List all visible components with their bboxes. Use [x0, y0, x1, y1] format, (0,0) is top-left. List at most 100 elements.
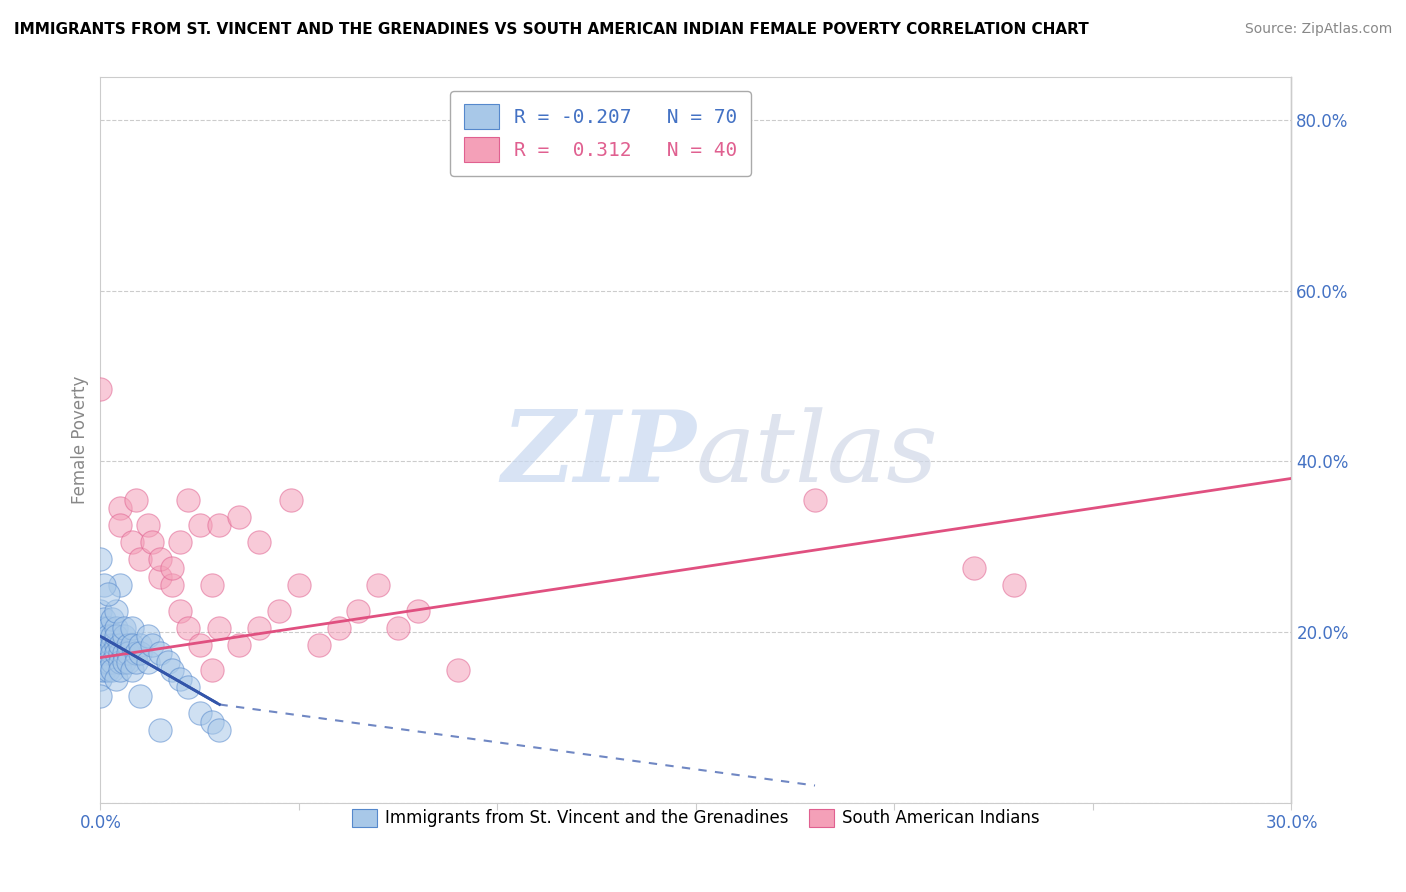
Point: [112, 621, 135, 635]
Point: [89, 646, 111, 660]
Point: [169, 535, 191, 549]
Point: [160, 561, 183, 575]
Point: [101, 638, 124, 652]
Point: [200, 664, 222, 678]
Point: [93, 646, 115, 660]
Point: [105, 638, 128, 652]
Point: [247, 621, 270, 635]
Point: [141, 535, 163, 549]
Y-axis label: Female Poverty: Female Poverty: [72, 376, 89, 504]
Point: [89, 689, 111, 703]
Point: [97, 621, 120, 635]
Point: [200, 714, 222, 729]
Point: [156, 655, 179, 669]
Point: [101, 655, 124, 669]
Point: [149, 569, 172, 583]
Point: [200, 578, 222, 592]
Point: [89, 672, 111, 686]
Point: [93, 578, 115, 592]
Point: [97, 655, 120, 669]
Text: IMMIGRANTS FROM ST. VINCENT AND THE GRENADINES VS SOUTH AMERICAN INDIAN FEMALE P: IMMIGRANTS FROM ST. VINCENT AND THE GREN…: [14, 22, 1088, 37]
Point: [89, 655, 111, 669]
Point: [89, 552, 111, 566]
Point: [93, 646, 115, 660]
Point: [117, 646, 139, 660]
Point: [176, 621, 198, 635]
Point: [101, 629, 124, 643]
Point: [963, 561, 986, 575]
Point: [108, 518, 131, 533]
Point: [129, 552, 152, 566]
Point: [89, 638, 111, 652]
Point: [97, 646, 120, 660]
Point: [169, 604, 191, 618]
Point: [101, 646, 124, 660]
Point: [105, 604, 128, 618]
Point: [129, 689, 152, 703]
Point: [188, 638, 211, 652]
Point: [125, 655, 148, 669]
Point: [89, 629, 111, 643]
Point: [121, 621, 143, 635]
Point: [89, 621, 111, 635]
Point: [280, 492, 302, 507]
Point: [160, 578, 183, 592]
Point: [125, 492, 148, 507]
Point: [117, 655, 139, 669]
Point: [93, 621, 115, 635]
Point: [486, 152, 509, 166]
Point: [97, 664, 120, 678]
Point: [89, 604, 111, 618]
Point: [447, 664, 470, 678]
Point: [101, 612, 124, 626]
Point: [188, 518, 211, 533]
Point: [176, 492, 198, 507]
Point: [93, 638, 115, 652]
Point: [93, 629, 115, 643]
Point: [108, 646, 131, 660]
Point: [105, 629, 128, 643]
Point: [108, 638, 131, 652]
Point: [228, 638, 250, 652]
Point: [108, 664, 131, 678]
Legend: Immigrants from St. Vincent and the Grenadines, South American Indians: Immigrants from St. Vincent and the Gren…: [346, 802, 1046, 834]
Point: [117, 638, 139, 652]
Point: [112, 646, 135, 660]
Point: [121, 535, 143, 549]
Point: [121, 664, 143, 678]
Point: [105, 621, 128, 635]
Point: [149, 723, 172, 737]
Point: [288, 578, 311, 592]
Point: [89, 664, 111, 678]
Point: [136, 518, 159, 533]
Point: [93, 655, 115, 669]
Point: [105, 672, 128, 686]
Point: [141, 638, 163, 652]
Point: [101, 664, 124, 678]
Point: [112, 655, 135, 669]
Point: [267, 604, 290, 618]
Point: [97, 629, 120, 643]
Point: [125, 646, 148, 660]
Point: [347, 604, 370, 618]
Point: [328, 621, 350, 635]
Point: [367, 578, 389, 592]
Point: [188, 706, 211, 720]
Point: [804, 492, 827, 507]
Point: [108, 655, 131, 669]
Point: [208, 723, 231, 737]
Point: [387, 621, 409, 635]
Point: [406, 604, 429, 618]
Point: [93, 664, 115, 678]
Point: [121, 638, 143, 652]
Text: ZIP: ZIP: [501, 406, 696, 503]
Text: Source: ZipAtlas.com: Source: ZipAtlas.com: [1244, 22, 1392, 37]
Point: [149, 552, 172, 566]
Point: [1002, 578, 1025, 592]
Point: [308, 638, 330, 652]
Point: [112, 629, 135, 643]
Point: [97, 638, 120, 652]
Point: [89, 382, 111, 396]
Point: [228, 509, 250, 524]
Point: [136, 655, 159, 669]
